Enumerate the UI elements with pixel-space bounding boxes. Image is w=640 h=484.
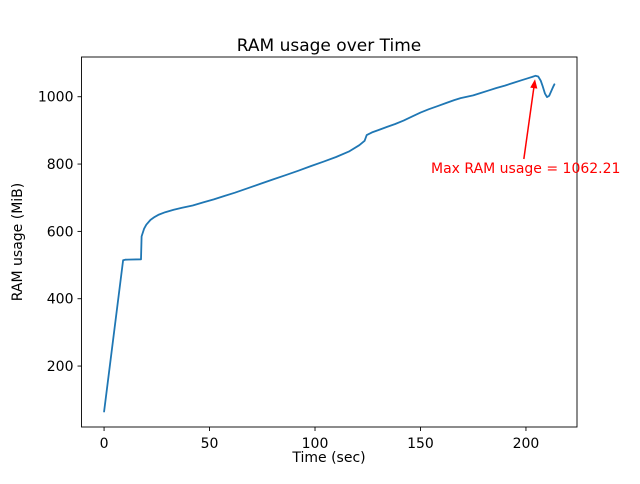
y-tick-label: 1000 <box>38 90 74 106</box>
y-tick-label: 800 <box>47 157 74 173</box>
x-tick-label: 50 <box>201 436 219 452</box>
ram-usage-line <box>103 74 556 413</box>
x-axis-label: Time (sec) <box>291 450 365 466</box>
plot-area: 0 50 100 150 200 200 400 600 800 1000 <box>38 56 578 452</box>
x-tick-label: 150 <box>407 436 434 452</box>
y-tick-label: 600 <box>47 224 74 240</box>
x-tick-label: 200 <box>513 436 540 452</box>
annotation-arrow <box>523 86 535 160</box>
annotation-arrowhead <box>530 79 538 89</box>
y-axis-label: RAM usage (MiB) <box>10 183 26 301</box>
annotation-text: Max RAM usage = 1062.21 <box>431 161 620 177</box>
x-tick-label: 100 <box>302 436 329 452</box>
y-tick-label: 400 <box>47 292 74 308</box>
chart-title: RAM usage over Time <box>237 36 421 56</box>
y-tick-label: 200 <box>47 359 74 375</box>
x-tick-label: 0 <box>100 436 109 452</box>
annotation: Max RAM usage = 1062.21 <box>431 79 620 177</box>
axes-spines <box>81 56 578 428</box>
